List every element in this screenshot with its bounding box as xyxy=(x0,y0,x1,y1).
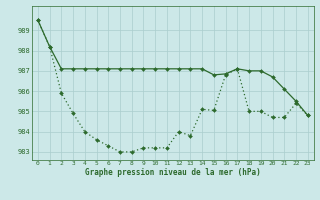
X-axis label: Graphe pression niveau de la mer (hPa): Graphe pression niveau de la mer (hPa) xyxy=(85,168,261,177)
